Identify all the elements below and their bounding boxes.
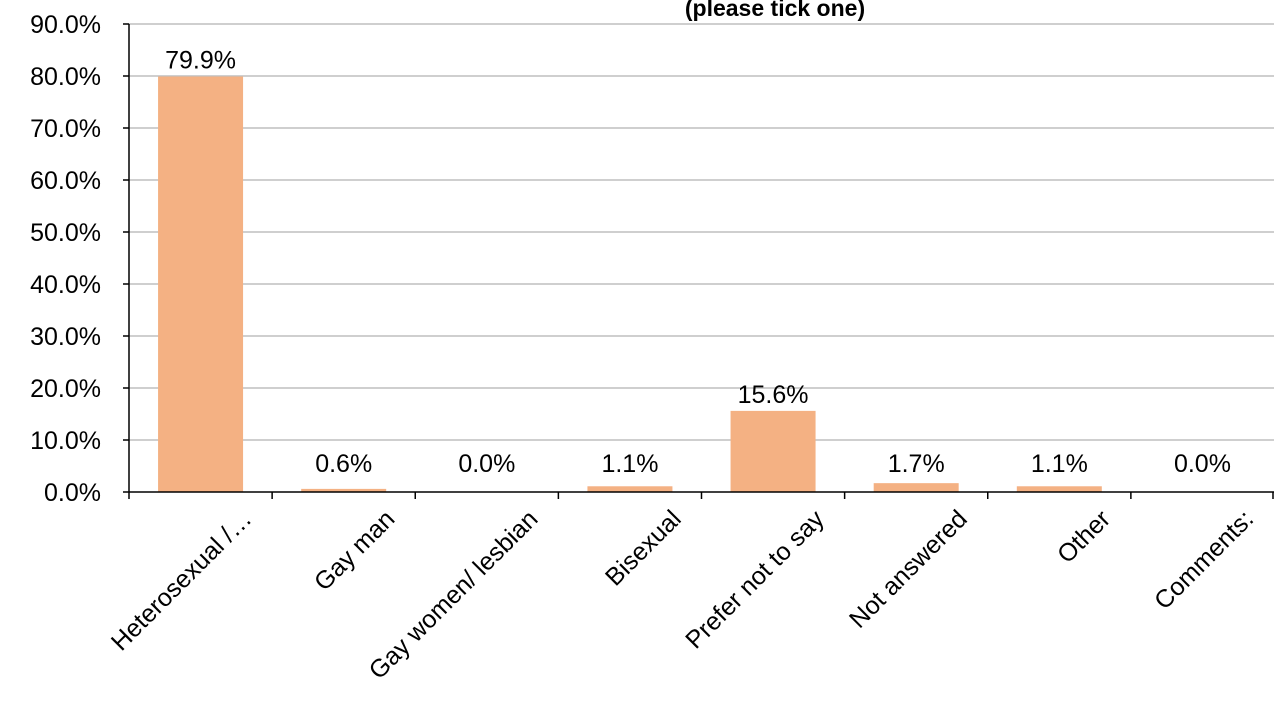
data-label: 0.0% <box>458 450 515 478</box>
bar <box>301 488 387 492</box>
data-label: 79.9% <box>165 47 236 75</box>
data-label: 15.6% <box>738 381 809 409</box>
data-labels: 79.9% 0.6% 0.0% 1.1% 15.6% 1.7% 1.1% 0.0% <box>165 47 1231 478</box>
x-tick-label: Bisexual <box>600 505 687 592</box>
y-tick-label: 30.0% <box>30 323 101 351</box>
y-tick-labels: 0.0% 10.0% 20.0% 30.0% 40.0% 50.0% 60.0% 70.0% 8… <box>30 11 101 507</box>
y-tick-label: 90.0% <box>30 11 101 39</box>
y-tick-label: 10.0% <box>30 427 101 455</box>
bar <box>1016 486 1102 492</box>
data-label: 1.1% <box>601 450 658 478</box>
y-tick-label: 70.0% <box>30 115 101 143</box>
x-tick-label: Gay man <box>309 505 401 597</box>
y-tick-label: 40.0% <box>30 271 101 299</box>
x-tick-label: Prefer not to say <box>680 505 830 655</box>
gridlines <box>129 23 1274 441</box>
bars <box>158 76 1102 493</box>
y-tick-label: 60.0% <box>30 167 101 195</box>
data-label: 0.0% <box>1174 450 1231 478</box>
data-label: 1.7% <box>888 450 945 478</box>
axes <box>123 23 1274 499</box>
bar <box>873 483 959 492</box>
y-tick-label: 0.0% <box>44 479 101 507</box>
chart-title: (please tick one) <box>685 0 865 21</box>
x-tick-label: Other <box>1052 505 1116 569</box>
data-label: 1.1% <box>1031 450 1088 478</box>
x-tick-label: Comments: <box>1149 505 1259 615</box>
x-tick-label: Heterosexual /… <box>106 505 257 656</box>
x-tick-label: Not answered <box>844 505 973 634</box>
bar <box>730 410 816 492</box>
y-tick-label: 80.0% <box>30 63 101 91</box>
bar <box>158 76 244 493</box>
bar <box>587 486 673 492</box>
y-tick-label: 20.0% <box>30 375 101 403</box>
data-label: 0.6% <box>315 450 372 478</box>
y-tick-label: 50.0% <box>30 219 101 247</box>
